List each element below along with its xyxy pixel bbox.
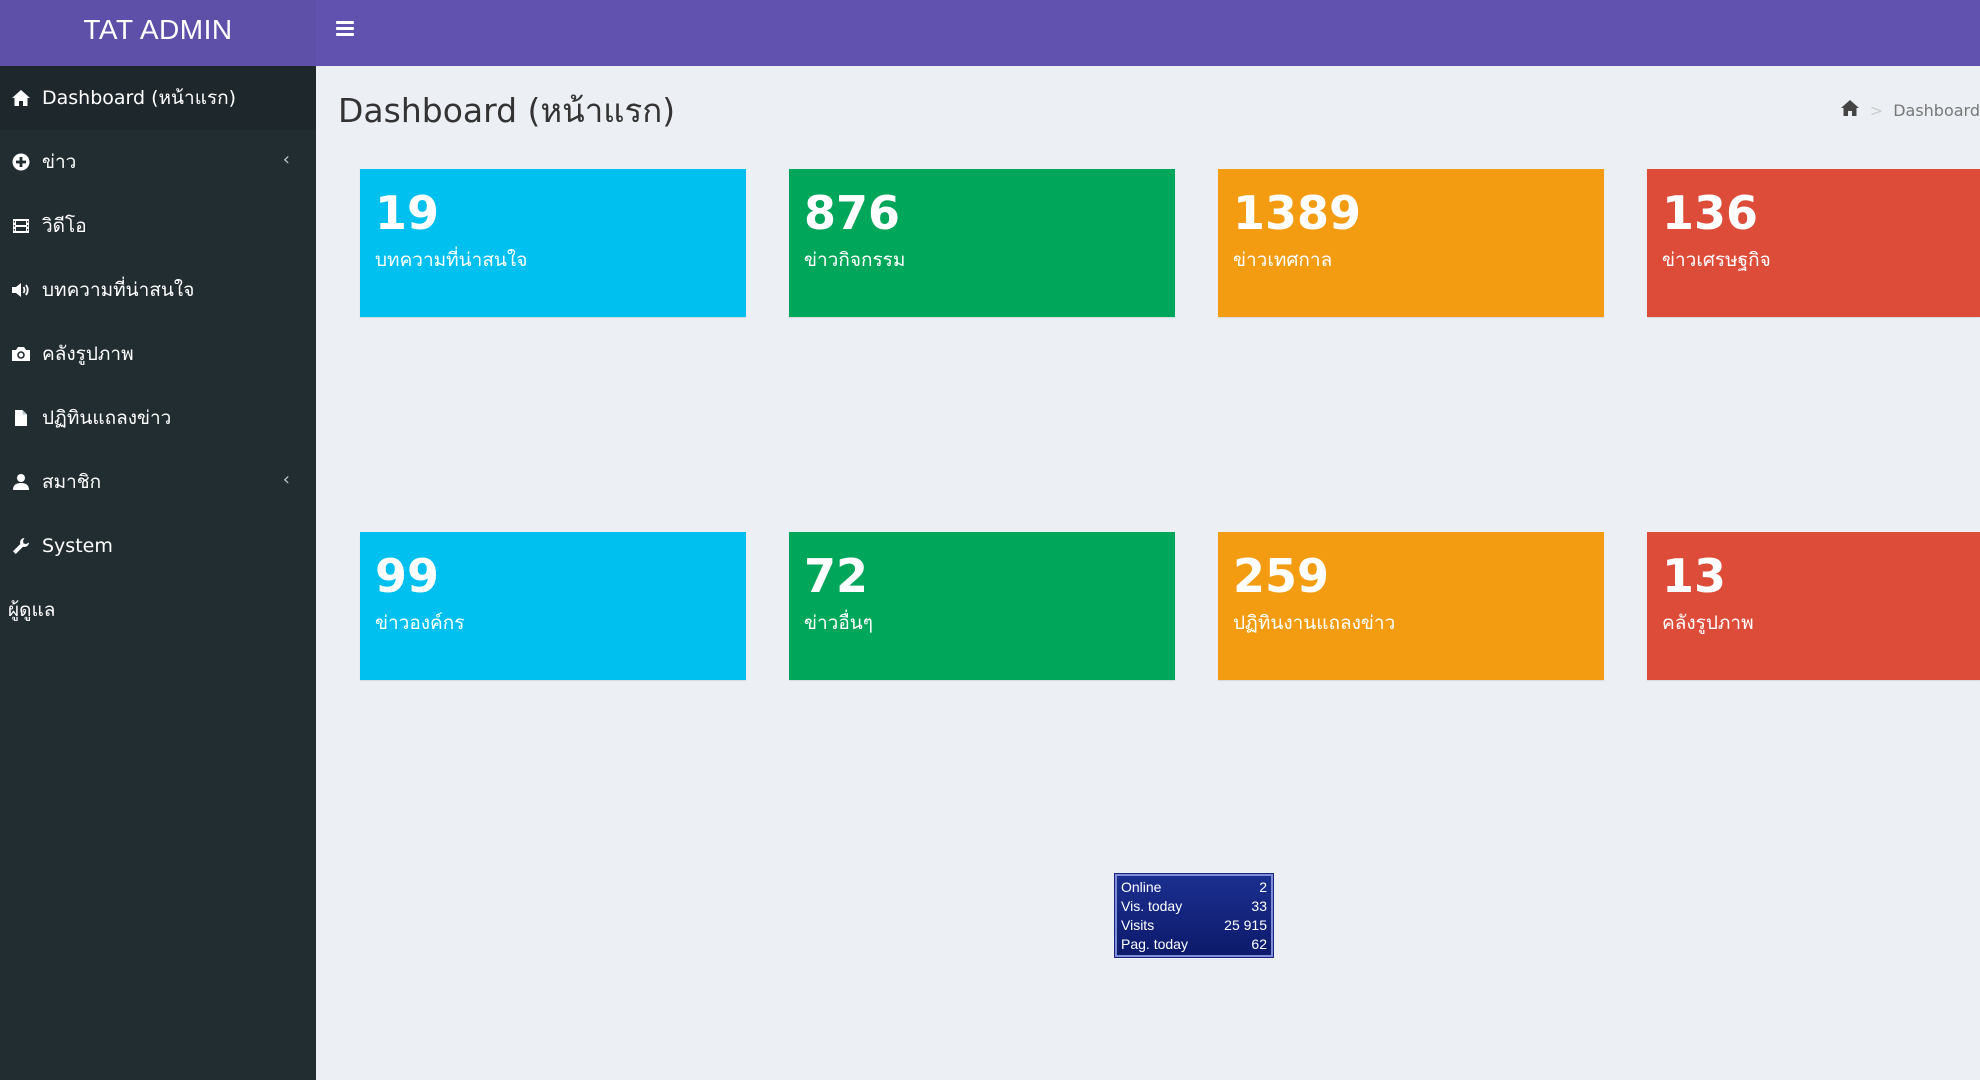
stat-box-activity-news[interactable]: 876 ข่าวกิจกรรม bbox=[789, 169, 1175, 317]
stat-value: 1389 bbox=[1233, 186, 1362, 240]
user-icon bbox=[8, 470, 34, 494]
counter-label: Vis. today bbox=[1121, 898, 1183, 914]
sidebar-item-label: บทความที่น่าสนใจ bbox=[42, 279, 195, 301]
stat-value: 13 bbox=[1662, 549, 1727, 603]
sidebar-item-dashboard[interactable]: Dashboard (หน้าแรก) bbox=[0, 66, 316, 130]
brand-logo[interactable]: TAT ADMIN bbox=[0, 0, 316, 66]
counter-row: Vis. today 33 bbox=[1121, 897, 1267, 916]
stat-label: ข่าวเศรษฐกิจ bbox=[1662, 249, 1771, 271]
sidebar-item-label: สมาชิก bbox=[42, 471, 102, 493]
stat-box-articles[interactable]: 19 บทความที่น่าสนใจ bbox=[360, 169, 746, 317]
counter-value: 25 915 bbox=[1224, 917, 1267, 933]
sidebar-item-video[interactable]: วิดีโอ bbox=[0, 194, 316, 258]
stat-label: ข่าวอื่นๆ bbox=[804, 612, 873, 634]
sidebar-toggle-button[interactable] bbox=[334, 18, 360, 40]
sidebar-item-gallery[interactable]: คลังรูปภาพ bbox=[0, 322, 316, 386]
wrench-icon bbox=[8, 534, 34, 558]
counter-row: Online 2 bbox=[1121, 878, 1267, 897]
chevron-left-icon: ‹ bbox=[282, 149, 290, 170]
counter-value: 2 bbox=[1259, 879, 1267, 895]
chevron-left-icon: ‹ bbox=[282, 469, 290, 490]
sidebar-item-press-calendar[interactable]: ปฏิทินแถลงข่าว bbox=[0, 386, 316, 450]
sidebar-item-label: ปฏิทินแถลงข่าว bbox=[42, 407, 172, 429]
stat-label: คลังรูปภาพ bbox=[1662, 612, 1754, 634]
top-navbar: TAT ADMIN bbox=[0, 0, 1980, 66]
sidebar-item-label: วิดีโอ bbox=[42, 215, 87, 237]
sidebar-item-label: ผู้ดูแล bbox=[8, 599, 56, 621]
stat-value: 136 bbox=[1662, 186, 1759, 240]
stat-value: 99 bbox=[375, 549, 440, 603]
sidebar-item-label: System bbox=[42, 535, 113, 557]
visitor-counter-widget[interactable]: Online 2 Vis. today 33 Visits 25 915 Pag… bbox=[1114, 873, 1274, 958]
home-icon[interactable] bbox=[1840, 99, 1860, 121]
sidebar: Dashboard (หน้าแรก) ข่าว ‹ วิดีโอ บทความ… bbox=[0, 66, 316, 1080]
counter-label: Visits bbox=[1121, 917, 1155, 933]
stat-value: 72 bbox=[804, 549, 869, 603]
counter-label: Pag. today bbox=[1121, 936, 1188, 952]
stat-box-press-calendar[interactable]: 259 ปฏิทินงานแถลงข่าว bbox=[1218, 532, 1604, 680]
counter-value: 62 bbox=[1251, 936, 1267, 952]
stat-label: บทความที่น่าสนใจ bbox=[375, 249, 528, 271]
counter-value: 33 bbox=[1251, 898, 1267, 914]
stat-box-gallery[interactable]: 13 คลังรูปภาพ bbox=[1647, 532, 1980, 680]
page-title: Dashboard (หน้าแรก) bbox=[338, 91, 676, 130]
stat-box-org-news[interactable]: 99 ข่าวองค์กร bbox=[360, 532, 746, 680]
sidebar-item-label: ข่าว bbox=[42, 151, 77, 173]
sidebar-item-label: คลังรูปภาพ bbox=[42, 343, 134, 365]
breadcrumb: > Dashboard bbox=[1840, 99, 1980, 121]
file-icon bbox=[8, 406, 34, 430]
sidebar-item-news[interactable]: ข่าว ‹ bbox=[0, 130, 316, 194]
plus-circle-icon bbox=[8, 150, 34, 174]
stat-box-other-news[interactable]: 72 ข่าวอื่นๆ bbox=[789, 532, 1175, 680]
sidebar-item-system[interactable]: System bbox=[0, 514, 316, 578]
volume-icon bbox=[8, 278, 34, 302]
stat-value: 876 bbox=[804, 186, 901, 240]
sidebar-item-admins[interactable]: ผู้ดูแล bbox=[0, 578, 316, 642]
stat-label: ข่าวกิจกรรม bbox=[804, 249, 906, 271]
hamburger-icon bbox=[336, 21, 354, 24]
counter-label: Online bbox=[1121, 879, 1162, 895]
stat-box-economy-news[interactable]: 136 ข่าวเศรษฐกิจ bbox=[1647, 169, 1980, 317]
home-icon bbox=[8, 86, 34, 110]
sidebar-item-articles[interactable]: บทความที่น่าสนใจ bbox=[0, 258, 316, 322]
stat-value: 19 bbox=[375, 186, 440, 240]
sidebar-item-label: Dashboard (หน้าแรก) bbox=[42, 87, 237, 109]
stat-value: 259 bbox=[1233, 549, 1330, 603]
sidebar-item-members[interactable]: สมาชิก ‹ bbox=[0, 450, 316, 514]
breadcrumb-current: Dashboard bbox=[1893, 100, 1980, 120]
counter-row: Visits 25 915 bbox=[1121, 916, 1267, 935]
film-icon bbox=[8, 214, 34, 238]
stat-label: ข่าวเทศกาล bbox=[1233, 249, 1333, 271]
stat-box-festival-news[interactable]: 1389 ข่าวเทศกาล bbox=[1218, 169, 1604, 317]
main-content: Dashboard (หน้าแรก) > Dashboard 19 บทควา… bbox=[316, 66, 1980, 1080]
camera-icon bbox=[8, 342, 34, 366]
stat-label: ปฏิทินงานแถลงข่าว bbox=[1233, 612, 1396, 634]
breadcrumb-separator: > bbox=[1869, 100, 1884, 120]
stat-label: ข่าวองค์กร bbox=[375, 612, 465, 634]
counter-row: Pag. today 62 bbox=[1121, 935, 1267, 954]
